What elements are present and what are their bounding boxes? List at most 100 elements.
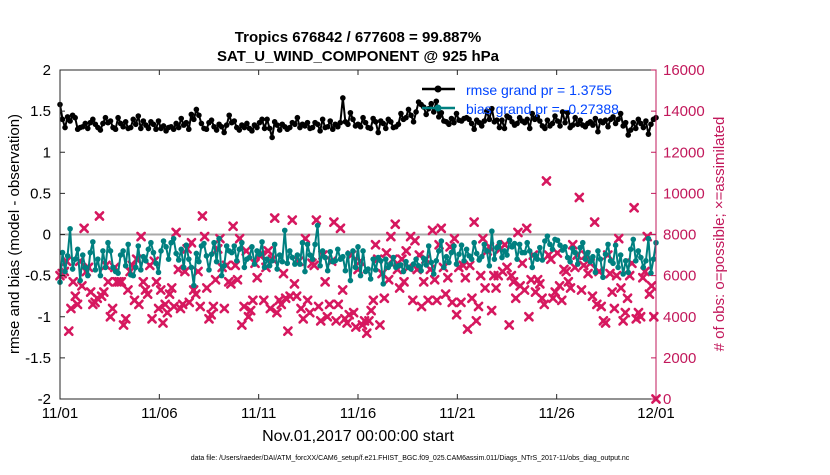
bias-point xyxy=(388,261,394,267)
bias-point xyxy=(602,251,609,258)
obs-count-marker-core xyxy=(200,213,205,219)
obs-count-marker-core xyxy=(553,289,558,295)
rmse-point xyxy=(334,123,341,130)
rmse-point xyxy=(340,95,346,101)
obs-count-marker-core xyxy=(478,273,483,278)
rmse-point xyxy=(319,116,326,123)
rmse-point xyxy=(433,98,440,105)
obs-count-marker-core xyxy=(235,277,240,282)
bias-point xyxy=(377,258,384,264)
rmse-point xyxy=(506,114,513,121)
obs-count-marker-core xyxy=(382,296,387,301)
obs-count-marker-core xyxy=(555,250,560,256)
obs-count-marker-core xyxy=(425,298,431,303)
rmse-point xyxy=(287,124,293,131)
rmse-point xyxy=(554,118,561,124)
bias-point xyxy=(185,256,192,262)
bias-point xyxy=(193,250,200,257)
bias-point xyxy=(216,235,222,242)
rmse-point xyxy=(635,116,642,123)
bias-point xyxy=(256,251,263,258)
rmse-point xyxy=(367,125,374,132)
x-tick-label: 11/21 xyxy=(439,405,475,422)
obs-count-marker-core xyxy=(397,285,402,291)
rmse-point xyxy=(324,123,331,130)
obs-count-marker-core xyxy=(371,298,376,303)
bias-point xyxy=(448,249,455,256)
bias-point xyxy=(334,246,341,253)
obs-count-marker-core xyxy=(318,318,323,324)
rmse-point xyxy=(466,116,472,123)
obs-count-marker-core xyxy=(261,298,266,303)
rmse-point xyxy=(221,129,227,136)
obs-count-marker-core xyxy=(504,265,510,270)
obs-count-marker-core xyxy=(373,242,378,247)
obs-count-marker-core xyxy=(364,331,369,336)
bias-point xyxy=(537,244,543,251)
obs-count-marker-core xyxy=(454,312,459,317)
obs-count-marker-core xyxy=(548,256,554,262)
obs-count-marker-core xyxy=(404,248,409,254)
bias-point xyxy=(496,239,503,246)
bias-point xyxy=(233,258,240,264)
bias-point xyxy=(398,262,404,268)
bias-point xyxy=(617,252,624,258)
bias-point xyxy=(319,248,326,254)
rmse-point xyxy=(112,126,119,133)
obs-count-marker-core xyxy=(480,236,486,241)
rmse-point xyxy=(170,126,177,133)
rmse-point xyxy=(327,118,334,124)
x-tick-label: 11/26 xyxy=(538,405,574,422)
bias-point xyxy=(564,254,571,261)
obs-count-marker-core xyxy=(165,310,170,315)
x-tick-label: 11/16 xyxy=(340,405,376,422)
x-axis-label: Nov.01,2017 00:00:00 start xyxy=(262,428,454,445)
obs-count-marker-core xyxy=(544,178,549,184)
rmse-point xyxy=(362,119,369,126)
rmse-point xyxy=(64,114,71,120)
rmse-point xyxy=(120,123,126,130)
bias-point xyxy=(486,262,493,269)
bias-point xyxy=(231,243,238,249)
obs-count-marker-core xyxy=(526,314,532,319)
bias-point xyxy=(196,258,202,265)
rmse-point xyxy=(314,121,321,128)
rmse-point xyxy=(249,128,255,134)
bias-point xyxy=(410,261,417,267)
obs-count-marker-core xyxy=(182,269,188,274)
obs-count-marker-core xyxy=(290,217,295,223)
obs-count-marker-core xyxy=(447,244,453,250)
rmse-point xyxy=(380,120,387,127)
bias-point xyxy=(165,256,172,262)
bias-point xyxy=(473,250,480,257)
rmse-point xyxy=(577,117,584,123)
obs-count-marker-core xyxy=(430,228,435,233)
right-y-tick-label: 16000 xyxy=(663,62,705,79)
bias-point xyxy=(269,258,275,264)
obs-count-marker-core xyxy=(649,283,654,289)
rmse-point xyxy=(183,119,190,126)
bias-point xyxy=(433,258,440,264)
rmse-point xyxy=(122,119,129,125)
obs-count-marker-core xyxy=(640,275,646,280)
rmse-point xyxy=(107,118,114,124)
rmse-point xyxy=(643,118,649,124)
bias-point xyxy=(307,252,313,258)
bias-point xyxy=(87,249,94,256)
obs-count-marker-core xyxy=(158,287,163,293)
rmse-point xyxy=(537,118,543,124)
rmse-point xyxy=(602,117,609,123)
bias-point xyxy=(304,241,311,248)
right-y-tick-label: 10000 xyxy=(663,185,705,202)
obs-count-marker-core xyxy=(322,279,328,284)
bias-point xyxy=(478,253,485,260)
right-y-tick-label: 6000 xyxy=(663,268,696,285)
bias-point xyxy=(547,241,553,248)
bias-point xyxy=(299,239,306,246)
bias-point xyxy=(180,264,187,271)
rmse-point xyxy=(231,118,238,124)
bias-point xyxy=(458,242,465,248)
bias-point xyxy=(110,264,116,271)
bias-point xyxy=(441,264,447,271)
rmse-point xyxy=(617,110,624,117)
